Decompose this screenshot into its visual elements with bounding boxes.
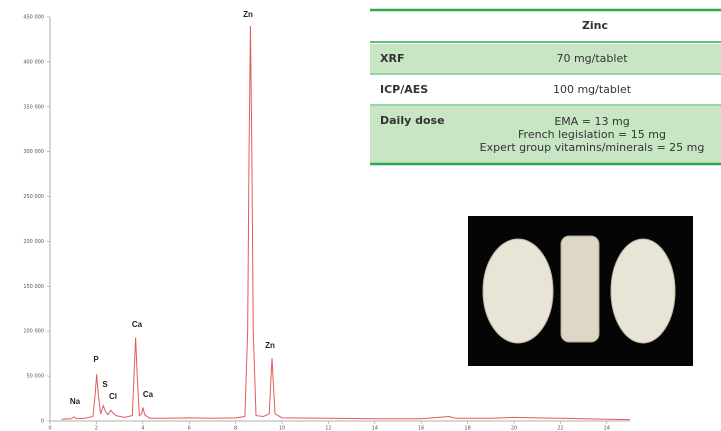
peak-label: Ca [132,320,143,329]
y-tick-label: 400 000 [23,59,44,65]
row-bg [370,75,721,104]
x-tick-label: 2 [95,426,98,431]
row-label: ICP/AES [380,83,428,96]
row-bg [370,106,721,163]
tablet-photo [468,216,693,366]
peak-label: Cl [109,392,117,401]
spectrum-line [61,25,631,421]
row-value: EMA = 13 mg [554,115,629,128]
x-tick-label: 24 [604,426,610,431]
y-tick-label: 300 000 [23,149,44,155]
tablet [482,238,554,344]
table: Zinc XRF 70 mg/tablet ICP/AES 100 mg/tab… [370,8,721,166]
x-tick-label: 10 [279,426,285,431]
x-tick-label: 6 [188,426,191,431]
peak-label: P [93,355,99,364]
peak-label: S [102,380,108,389]
x-tick-label: 14 [372,426,378,431]
x-tick-label: 18 [464,426,470,431]
x-tick-label: 4 [141,426,144,431]
table-header: Zinc [582,19,608,32]
x-tick-label: 20 [511,426,517,431]
y-tick-label: 350 000 [23,104,44,110]
row-bg [370,44,721,73]
y-tick-label: 200 000 [23,239,44,245]
peak-label: Zn [265,341,275,350]
y-tick-label: 50 000 [27,374,45,380]
peak-label: Zn [243,10,253,19]
tablet [610,238,676,344]
x-tick-label: 16 [418,426,424,431]
y-tick-label: 150 000 [23,284,44,290]
row-label: XRF [380,52,404,65]
x-tick-label: 8 [234,426,237,431]
row-value: French legislation = 15 mg [518,128,666,141]
y-tick-label: 0 [41,419,44,425]
x-tick-label: 0 [48,426,51,431]
row-value: 100 mg/tablet [553,83,632,96]
y-tick-label: 450 000 [23,15,44,21]
peak-label: Na [70,397,81,406]
y-tick-label: 100 000 [23,329,44,335]
row-value: Expert group vitamins/minerals = 25 mg [480,141,705,154]
x-tick-label: 12 [325,426,331,431]
x-tick-label: 22 [557,426,563,431]
peak-label: Ca [143,390,154,399]
row-label: Daily dose [380,114,445,127]
tablet [560,235,600,343]
row-value: 70 mg/tablet [556,52,628,65]
y-tick-label: 250 000 [23,194,44,200]
